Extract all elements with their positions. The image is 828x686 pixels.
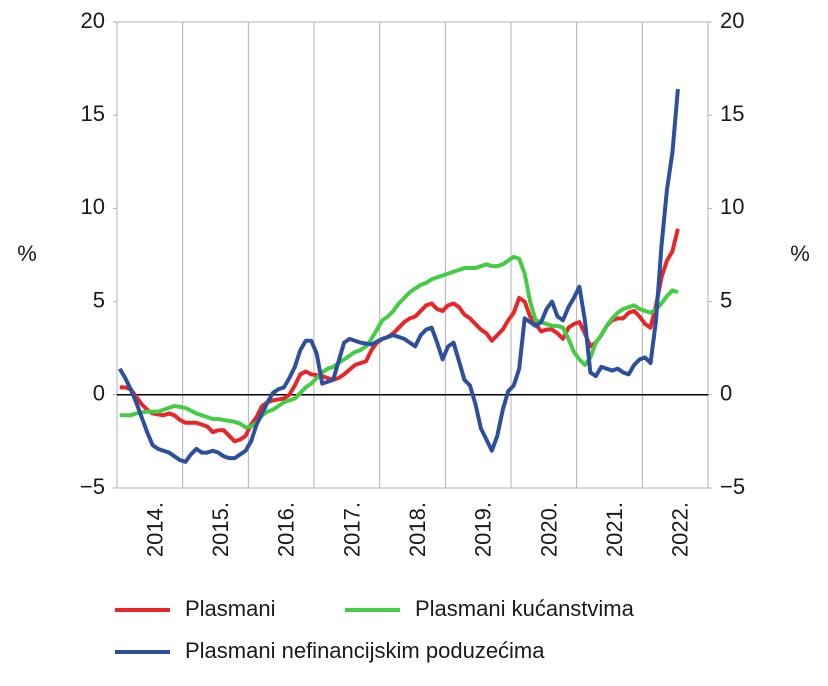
x-tick-label: 2017. bbox=[339, 502, 364, 557]
y-tick-label: 20 bbox=[81, 8, 105, 33]
y2-tick-label: 15 bbox=[720, 101, 744, 126]
legend-label: Plasmani nefinancijskim poduzećima bbox=[185, 638, 545, 663]
y2-tick-label: 20 bbox=[720, 8, 744, 33]
x-tick-label: 2018. bbox=[405, 502, 430, 557]
x-tick-label: 2020. bbox=[536, 502, 561, 557]
x-tick-label: 2022. bbox=[668, 502, 693, 557]
y-axis-label: % bbox=[17, 241, 37, 266]
x-tick-label: 2015. bbox=[208, 502, 233, 557]
y2-tick-label: 5 bbox=[720, 287, 732, 312]
plot-frame bbox=[116, 21, 709, 489]
y-tick-label: 5 bbox=[93, 287, 105, 312]
y2-tick-label: 0 bbox=[720, 381, 732, 406]
y-tick-label: 10 bbox=[81, 194, 105, 219]
y-tick-label: −5 bbox=[80, 474, 105, 499]
x-tick-label: 2016. bbox=[274, 502, 299, 557]
x-tick-label: 2021. bbox=[602, 502, 627, 557]
x-tick-label: 2019. bbox=[471, 502, 496, 557]
x-tick-label: 2014. bbox=[142, 502, 167, 557]
y-tick-label: 15 bbox=[81, 101, 105, 126]
y2-tick-label: 10 bbox=[720, 194, 744, 219]
y2-tick-label: −5 bbox=[720, 474, 745, 499]
legend-label: Plasmani bbox=[185, 596, 275, 621]
y-tick-label: 0 bbox=[93, 381, 105, 406]
series-line bbox=[118, 88, 680, 464]
legend-label: Plasmani kućanstvima bbox=[415, 596, 635, 621]
series-line bbox=[119, 254, 679, 430]
y2-axis-label: % bbox=[790, 241, 810, 266]
